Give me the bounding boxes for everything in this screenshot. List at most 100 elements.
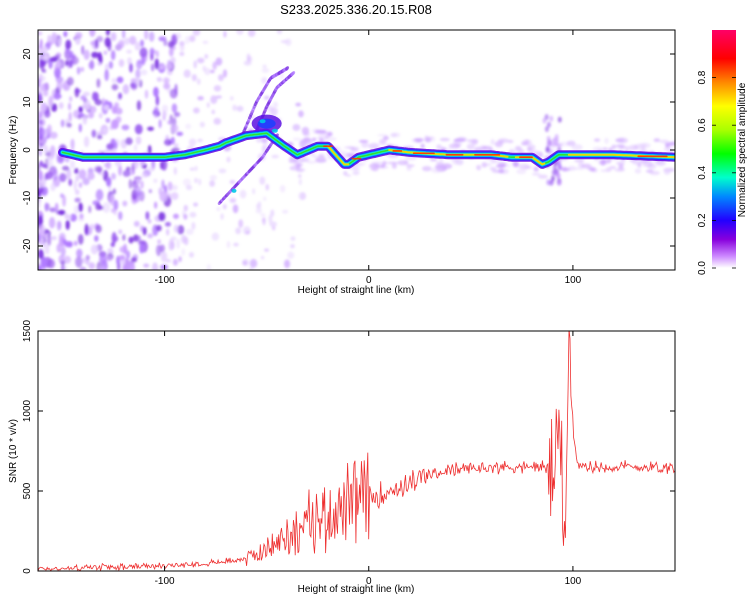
colorbar-tick-label: 0.2 (697, 213, 708, 227)
noise-blob (209, 180, 216, 187)
spectrogram-y-label: Frequency (Hz) (8, 116, 19, 185)
noise-blob (65, 39, 72, 50)
noise-blob (161, 179, 165, 190)
noise-blob (604, 137, 609, 144)
noise-blob (514, 146, 523, 153)
noise-blob (653, 138, 661, 143)
noise-blob (216, 206, 221, 212)
noise-blob (162, 111, 168, 117)
noise-blob (39, 38, 43, 49)
noise-blob (211, 232, 220, 241)
noise-blob (390, 132, 398, 138)
noise-blob (573, 167, 585, 171)
noise-blob (155, 95, 160, 106)
noise-blob (49, 207, 57, 213)
noise-blob (260, 255, 265, 260)
noise-blob (236, 105, 244, 112)
noise-blob (91, 129, 97, 138)
noise-blob (78, 169, 87, 180)
noise-blob (69, 96, 73, 102)
noise-blob (94, 39, 99, 49)
noise-blob (611, 144, 617, 149)
noise-blob (60, 263, 65, 270)
spectrogram-x-label: Height of straight line (km) (298, 285, 415, 296)
noise-blob (38, 160, 44, 167)
noise-blob (38, 249, 44, 260)
noise-blob (571, 144, 583, 151)
noise-blob (193, 107, 200, 114)
noise-blob (655, 160, 666, 166)
noise-blob (68, 178, 73, 186)
noise-blob (171, 184, 178, 191)
noise-blob (80, 67, 85, 72)
noise-blob (63, 255, 72, 264)
noise-blob (659, 139, 670, 144)
noise-blob (276, 30, 283, 35)
noise-blob (46, 234, 52, 247)
noise-blob (128, 178, 132, 189)
noise-blob (154, 58, 159, 70)
noise-blob (153, 178, 158, 184)
noise-blob (218, 168, 227, 174)
snr-y-ticks: 0 500 1000 1500 (22, 319, 675, 574)
noise-blob (181, 234, 187, 244)
noise-blob (79, 266, 87, 270)
noise-blob (118, 165, 123, 176)
noise-blob (615, 144, 625, 148)
noise-blob (45, 160, 54, 167)
noise-blob (354, 146, 360, 152)
noise-blob (481, 162, 488, 168)
noise-blob (193, 60, 198, 69)
colorbar-tick-label: 0.6 (697, 118, 708, 132)
noise-blob (157, 239, 162, 245)
noise-blob (122, 234, 126, 241)
noise-blob (262, 64, 267, 69)
noise-blob (111, 172, 117, 180)
noise-blob (589, 167, 596, 172)
noise-blob (285, 38, 292, 47)
noise-blob (158, 64, 165, 71)
noise-blob (199, 121, 205, 128)
noise-blob (95, 203, 102, 211)
noise-blob (574, 159, 585, 163)
noise-blob (98, 266, 107, 270)
noise-blob (78, 182, 83, 188)
noise-blob (44, 172, 49, 181)
noise-blob (168, 242, 174, 251)
noise-blob (521, 139, 532, 146)
noise-blob (60, 193, 64, 199)
noise-blob (124, 37, 130, 46)
noise-blob (173, 167, 177, 175)
noise-blob (232, 104, 237, 111)
noise-blob (53, 92, 61, 100)
noise-blob (46, 124, 52, 134)
noise-blob (111, 119, 119, 130)
noise-blob (101, 171, 105, 177)
noise-blob (593, 138, 601, 142)
noise-blob (299, 143, 305, 147)
noise-blob (75, 174, 80, 182)
noise-blob (56, 80, 63, 91)
noise-blob (129, 35, 137, 45)
noise-blob (148, 31, 155, 42)
noise-blob (605, 167, 612, 172)
noise-blob (111, 231, 117, 244)
noise-blob (318, 153, 325, 158)
noise-blob (185, 123, 192, 130)
noise-blob (301, 138, 314, 144)
noise-blob (74, 189, 80, 195)
noise-blob (83, 136, 90, 148)
noise-blob (628, 144, 639, 151)
noise-blob (306, 160, 317, 164)
noise-blob (599, 159, 607, 166)
y-tick-label: -20 (22, 238, 33, 253)
noise-blob (38, 224, 46, 237)
noise-blob (38, 143, 41, 155)
noise-blob (103, 50, 108, 55)
noise-blob (315, 156, 327, 163)
noise-blob (56, 60, 62, 69)
noise-blob (457, 159, 464, 166)
noise-blob (516, 168, 527, 175)
noise-blob (288, 158, 294, 162)
noise-blob (252, 188, 256, 195)
